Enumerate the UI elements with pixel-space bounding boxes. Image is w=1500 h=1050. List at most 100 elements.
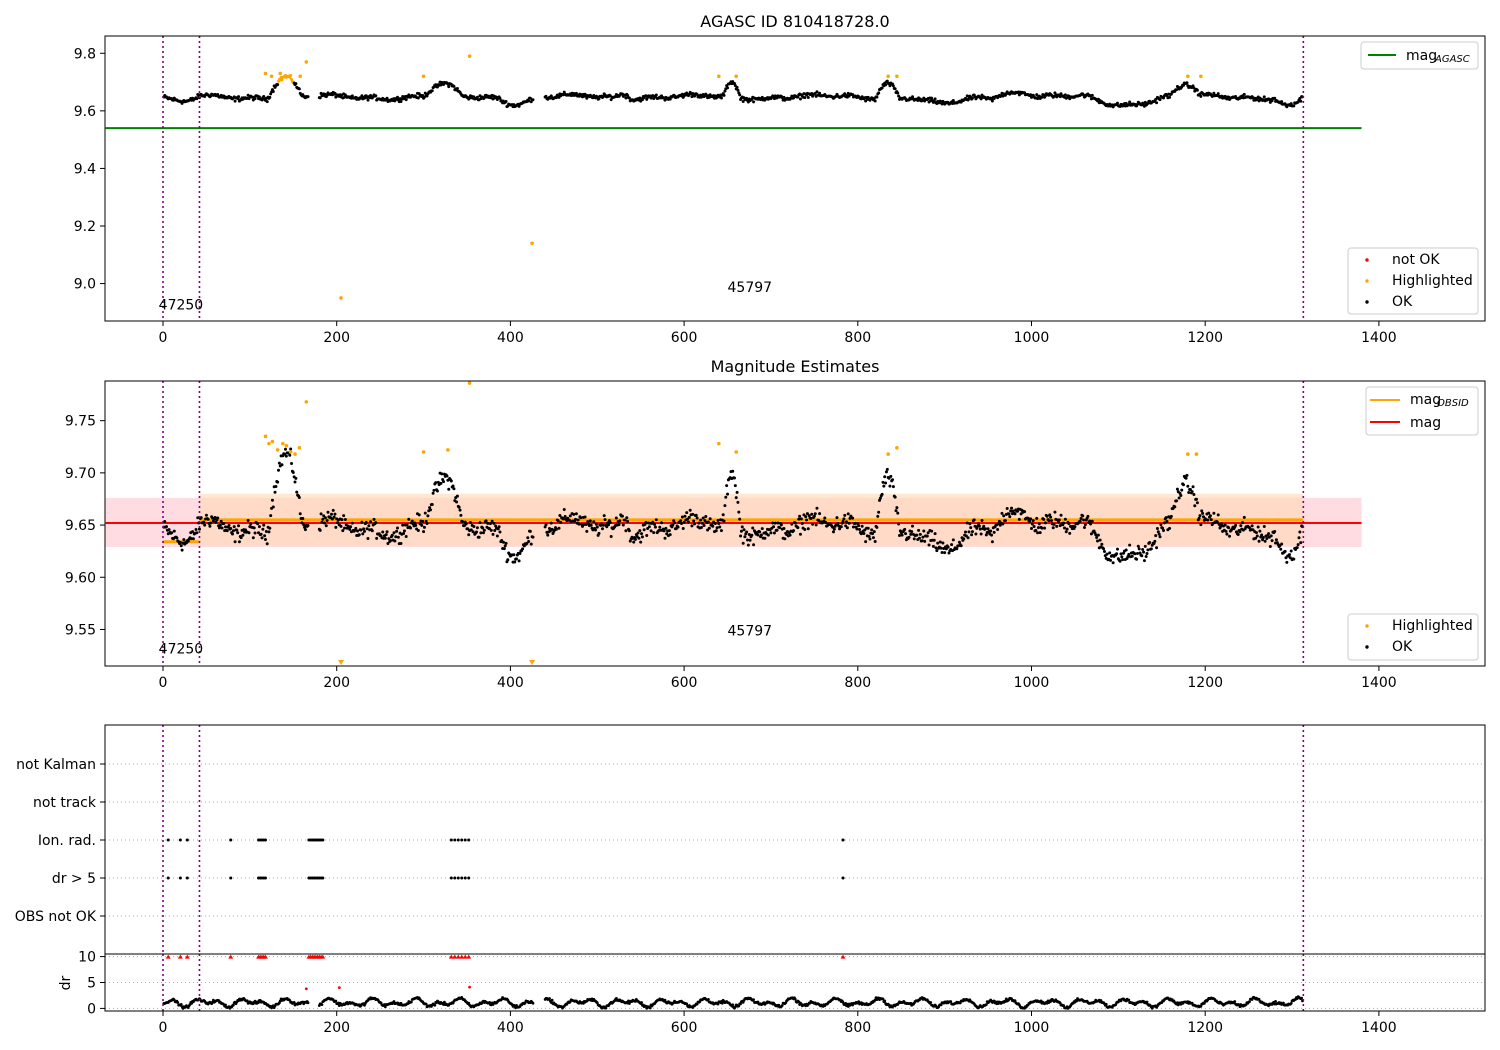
ok-point: [404, 98, 408, 102]
ok-point: [303, 528, 307, 532]
ok-point: [458, 508, 462, 512]
ok-point: [739, 529, 743, 533]
ok-point: [568, 514, 572, 518]
ok-point: [490, 519, 494, 523]
ok-point: [965, 521, 969, 525]
ok-point: [331, 508, 335, 512]
ok-point: [984, 533, 988, 537]
ok-point: [831, 530, 835, 534]
ok-point: [1261, 538, 1265, 542]
ok-point: [1042, 517, 1046, 521]
ok-point: [432, 488, 436, 492]
ok-point: [1181, 483, 1185, 487]
ok-point: [972, 518, 976, 522]
ok-point: [584, 523, 588, 527]
ok-point: [1128, 543, 1132, 547]
ok-point: [1289, 549, 1293, 553]
ok-point: [1185, 473, 1189, 477]
ok-point: [722, 519, 726, 523]
obsid-label: 47250: [159, 641, 204, 657]
ok-point: [475, 526, 479, 530]
highlighted-point: [267, 441, 271, 446]
ok-point: [1102, 547, 1106, 551]
ok-point: [1219, 524, 1223, 528]
dr-point: [1274, 999, 1277, 1003]
ok-point: [815, 506, 819, 510]
x-tick-label: 1000: [1014, 675, 1050, 691]
ok-point: [498, 530, 502, 534]
ok-point: [772, 525, 776, 529]
ok-point: [375, 536, 379, 540]
ok-point: [873, 99, 877, 103]
legend-marker: [1365, 258, 1369, 262]
ok-point: [700, 521, 704, 525]
highlighted-point: [1199, 74, 1203, 79]
ok-point: [233, 540, 237, 544]
ok-point: [1164, 516, 1168, 520]
x-tick-label: 1200: [1187, 1020, 1223, 1036]
ok-point: [1135, 551, 1139, 555]
ok-point: [1047, 519, 1051, 523]
obsid-label: 45797: [728, 280, 773, 296]
dr-point: [731, 1003, 735, 1007]
ok-point: [1143, 100, 1147, 104]
ok-point: [1067, 522, 1071, 526]
y-tick-label: 5: [87, 976, 96, 992]
dr-point: [949, 1000, 953, 1003]
ok-point: [864, 540, 868, 544]
ok-point: [708, 517, 712, 521]
ok-point: [257, 525, 261, 529]
ok-point: [979, 532, 983, 536]
dr-point: [257, 1001, 260, 1004]
ok-point: [175, 536, 179, 540]
ok-point: [1162, 529, 1166, 533]
ok-point: [204, 513, 208, 517]
ok-point: [860, 524, 864, 528]
ok-point: [718, 525, 722, 529]
highlighted-point: [297, 446, 302, 450]
ok-point: [1124, 548, 1128, 552]
ok-point: [966, 536, 970, 540]
ok-point: [671, 523, 675, 527]
ok-point: [699, 525, 703, 529]
x-tick-label: 800: [844, 1020, 871, 1036]
ok-point: [1063, 93, 1067, 97]
flag-point: [263, 876, 267, 880]
ok-point: [1179, 493, 1183, 497]
ok-point: [196, 516, 200, 520]
ok-point: [442, 480, 446, 484]
ok-point: [1238, 530, 1242, 534]
ok-point: [395, 526, 399, 530]
ok-point: [576, 518, 580, 522]
y-tick-label: 9.70: [65, 466, 96, 482]
ok-point: [334, 525, 338, 529]
ok-point: [735, 85, 739, 89]
ok-point: [933, 532, 937, 536]
ok-point: [1118, 559, 1122, 563]
ok-point: [1247, 526, 1251, 530]
flag-point: [185, 838, 189, 842]
ok-point: [1161, 526, 1165, 530]
ok-point: [1133, 552, 1137, 556]
x-tick-label: 600: [671, 675, 698, 691]
ok-point: [970, 96, 974, 100]
ok-point: [818, 512, 822, 516]
ok-point: [803, 527, 807, 531]
ok-point: [409, 526, 413, 530]
ok-point: [1254, 536, 1258, 540]
ok-point: [970, 530, 974, 534]
ok-point: [257, 531, 261, 535]
ok-point: [884, 83, 888, 87]
ok-point: [374, 521, 378, 525]
ok-point: [381, 530, 385, 534]
ok-point: [796, 526, 800, 530]
ok-point: [422, 530, 426, 534]
ok-point: [687, 515, 691, 519]
ok-point: [264, 530, 268, 534]
ok-point: [746, 538, 750, 542]
ok-point: [229, 526, 233, 530]
ok-point: [517, 559, 521, 563]
ok-point: [967, 530, 971, 534]
ok-point: [911, 524, 915, 528]
ok-point: [811, 522, 815, 526]
